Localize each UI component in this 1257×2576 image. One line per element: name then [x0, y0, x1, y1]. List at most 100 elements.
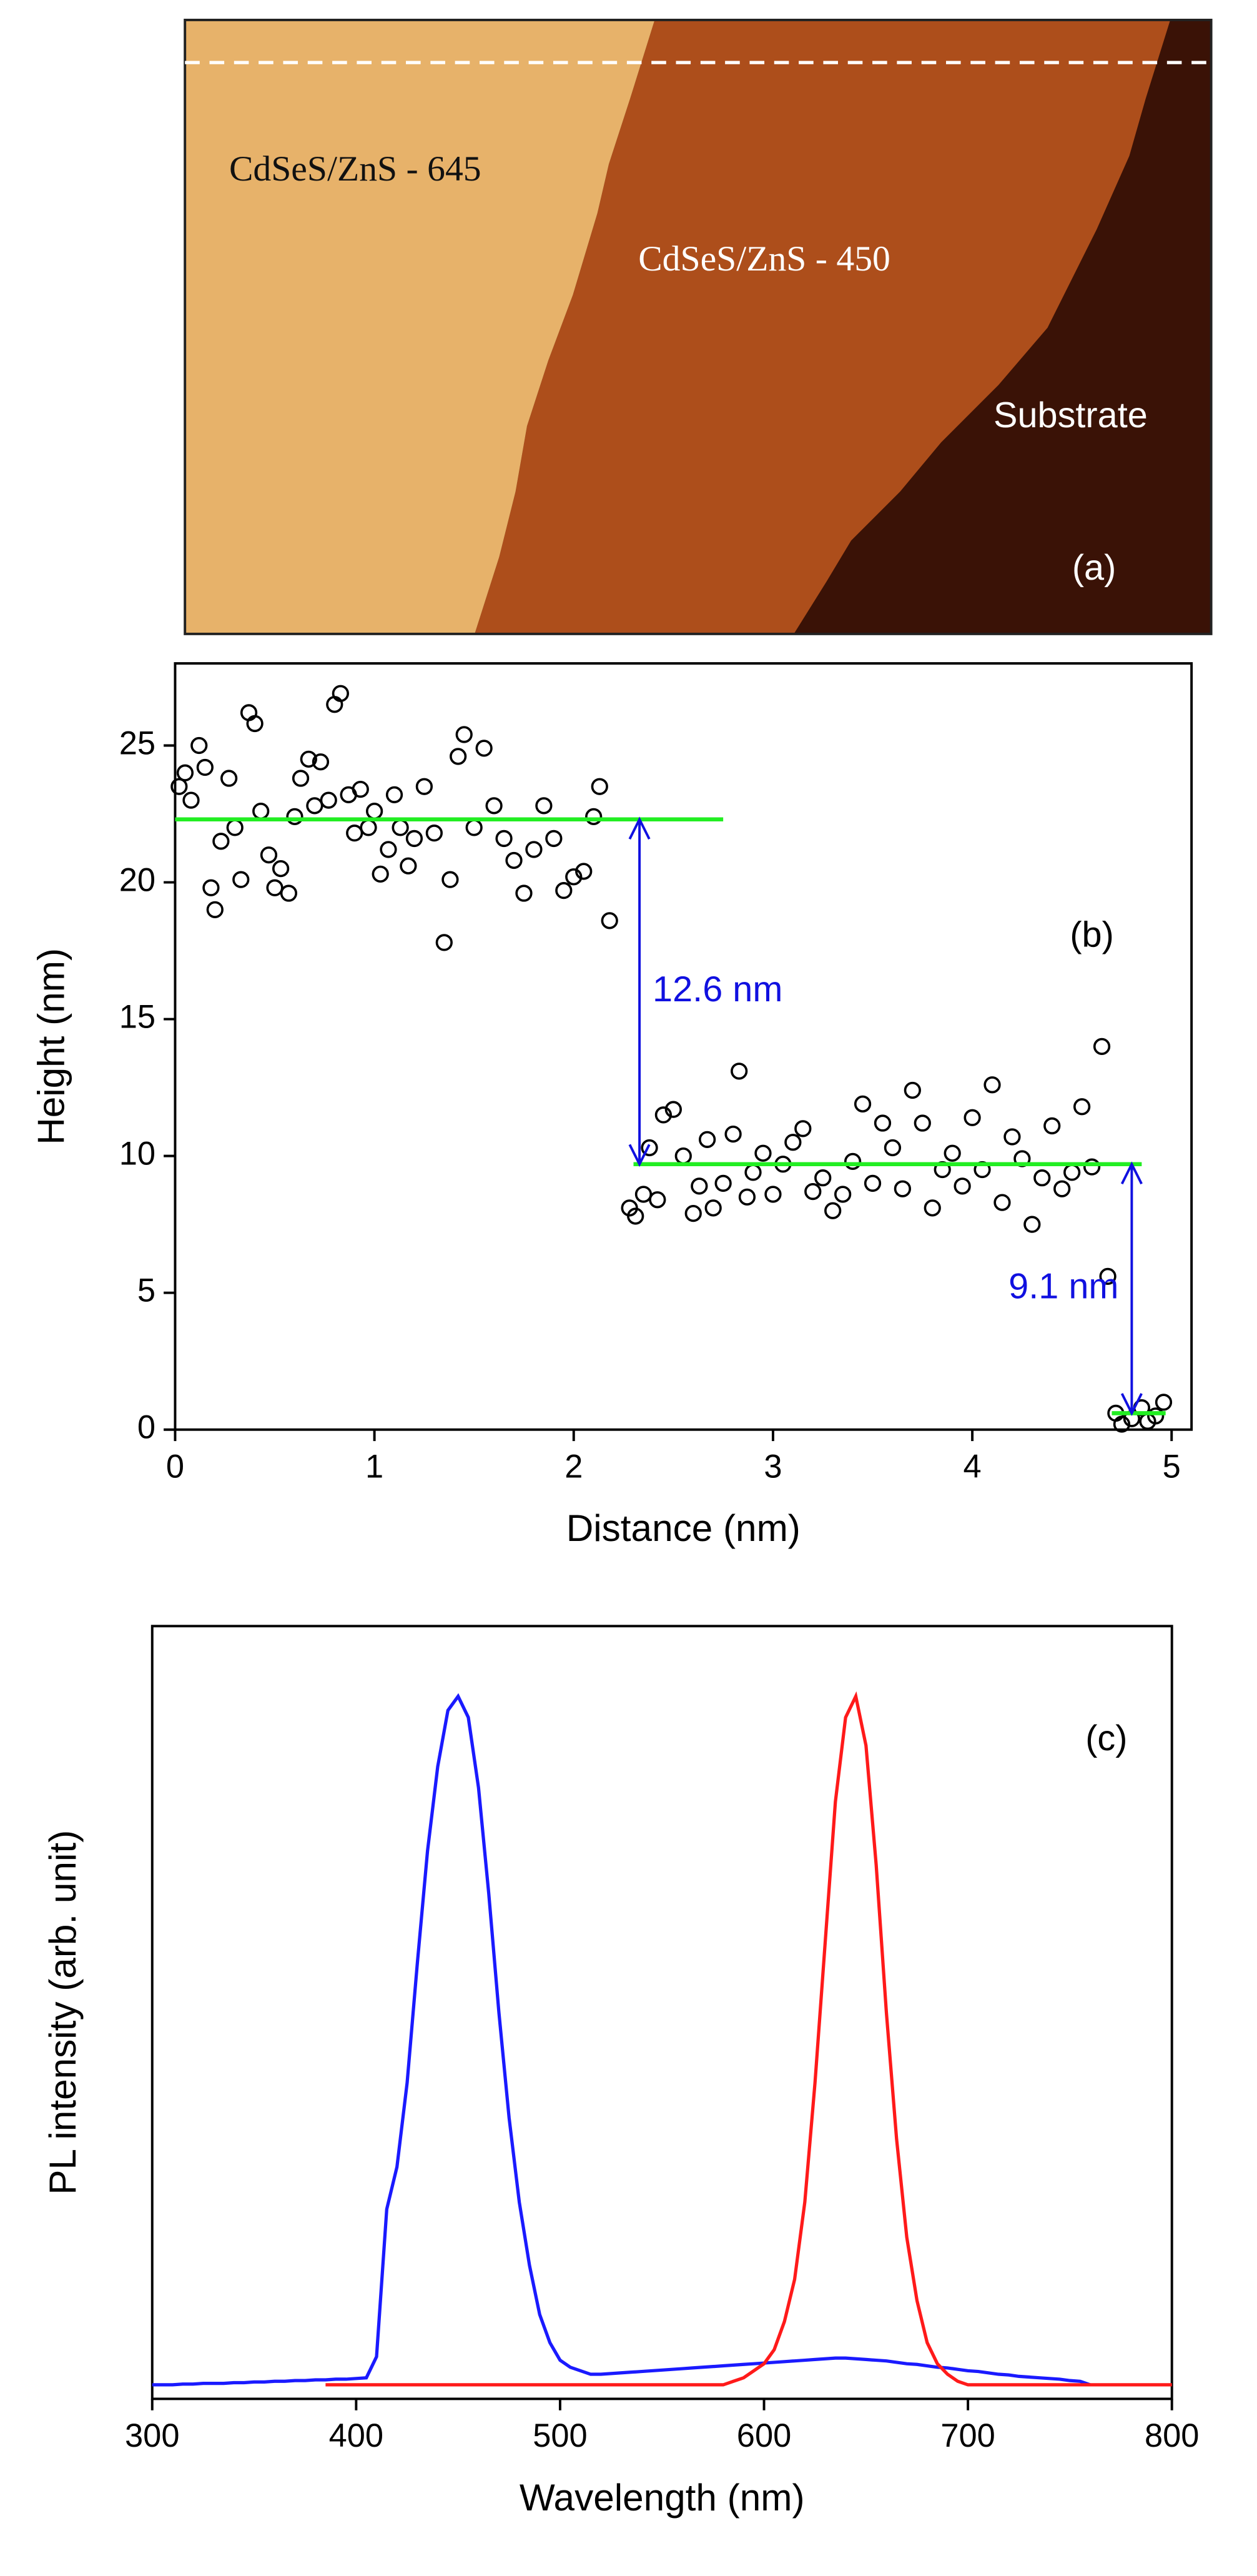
panel-label: (c)	[1085, 1718, 1127, 1758]
arrow-label: 9.1 nm	[1008, 1266, 1118, 1306]
point	[654, 1106, 673, 1124]
point	[824, 1202, 842, 1219]
point	[525, 841, 543, 858]
point	[312, 753, 330, 771]
point	[385, 786, 403, 803]
panel-label: (a)	[1072, 548, 1116, 588]
point	[585, 808, 603, 826]
annotation: CdSeS/ZnS - 450	[638, 239, 890, 279]
point	[724, 1125, 742, 1143]
point	[212, 833, 230, 850]
point	[206, 901, 224, 918]
y-axis-label: PL intensity (arb. unit)	[41, 1830, 84, 2195]
point	[954, 1177, 971, 1195]
point	[441, 871, 459, 888]
point	[535, 797, 553, 815]
point	[1099, 1267, 1117, 1286]
point	[320, 791, 337, 809]
point	[627, 1207, 644, 1225]
point	[1033, 1169, 1051, 1187]
point	[220, 770, 238, 787]
point	[794, 1120, 812, 1137]
point	[252, 802, 270, 820]
point	[232, 871, 250, 888]
x-tick-label: 500	[533, 2418, 587, 2454]
point	[904, 1081, 921, 1099]
point	[260, 846, 278, 864]
point	[591, 778, 608, 795]
point	[649, 1191, 666, 1209]
point	[555, 882, 573, 899]
point	[914, 1114, 931, 1132]
point	[1003, 1128, 1021, 1146]
point	[202, 879, 220, 896]
point	[475, 740, 493, 757]
arrow-head	[1120, 1161, 1143, 1185]
point	[280, 884, 298, 902]
point	[272, 859, 290, 878]
point	[415, 778, 433, 795]
point	[352, 780, 369, 798]
plot-frame	[150, 1625, 1173, 2400]
point	[176, 764, 194, 781]
x-tick-label: 4	[964, 1449, 982, 1485]
point	[292, 770, 310, 787]
point	[854, 1095, 872, 1113]
point	[731, 1063, 748, 1080]
x-tick-label: 5	[1163, 1449, 1181, 1485]
arrow-label: 12.6 nm	[653, 969, 782, 1009]
point	[1043, 1117, 1061, 1135]
point	[495, 830, 513, 848]
x-tick-label: 2	[564, 1449, 583, 1485]
point	[465, 819, 483, 836]
point	[1063, 1164, 1081, 1181]
point	[246, 715, 264, 733]
point	[565, 868, 583, 886]
point	[601, 912, 618, 929]
afm-image: CdSeS/ZnS - 645 CdSeS/ZnS - 450 Substrat…	[184, 18, 1213, 635]
x-tick-label: 700	[940, 2418, 995, 2454]
point	[1023, 1216, 1041, 1233]
point	[380, 841, 397, 858]
point	[332, 685, 349, 702]
x-tick-label: 800	[1145, 2418, 1199, 2454]
y-tick-label: 20	[119, 862, 155, 898]
point	[1053, 1180, 1071, 1197]
point	[664, 1101, 682, 1118]
point	[360, 819, 377, 836]
point	[691, 1177, 708, 1195]
point	[190, 736, 208, 755]
point	[814, 1169, 832, 1187]
point	[844, 1152, 862, 1171]
point	[738, 1188, 756, 1206]
image-frame	[184, 18, 1213, 635]
x-tick-label: 0	[166, 1449, 184, 1485]
point	[515, 884, 533, 902]
spectrum-line	[325, 1691, 1172, 2387]
arrow-head	[1120, 1393, 1143, 1416]
x-tick-label: 600	[737, 2418, 791, 2454]
point	[1113, 1415, 1131, 1433]
x-tick-label: 400	[329, 2418, 383, 2454]
y-tick-label: 25	[119, 725, 155, 761]
point	[182, 791, 200, 809]
point	[924, 1199, 941, 1217]
point	[674, 1147, 692, 1165]
y-tick-label: 10	[119, 1136, 155, 1172]
annotation: CdSeS/ZnS - 645	[229, 149, 481, 189]
x-axis-label: Distance (nm)	[566, 1507, 801, 1549]
point	[784, 1134, 802, 1151]
point	[1147, 1407, 1165, 1425]
point	[804, 1182, 822, 1201]
y-axis-label: Height (nm)	[29, 948, 72, 1145]
point	[744, 1164, 762, 1181]
point	[425, 825, 443, 842]
point	[1073, 1098, 1091, 1116]
point	[300, 750, 317, 768]
point	[864, 1174, 882, 1192]
y-tick-label: 5	[137, 1273, 155, 1309]
x-tick-label: 1	[365, 1449, 383, 1485]
point	[266, 879, 283, 896]
point	[634, 1186, 653, 1203]
